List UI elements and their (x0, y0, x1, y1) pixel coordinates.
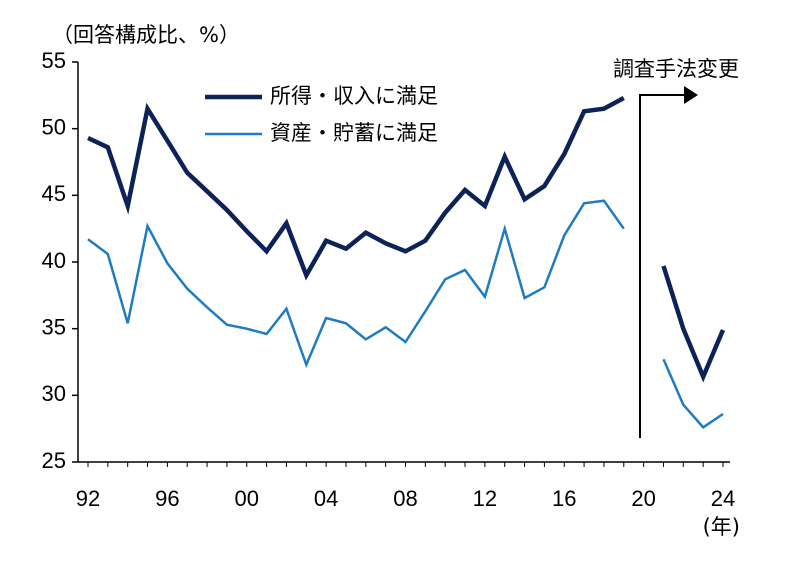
legend-label: 資産・貯蓄に満足 (270, 121, 438, 145)
legend-label: 所得・収入に満足 (270, 84, 438, 108)
x-tick-label: 04 (314, 486, 338, 511)
x-tick-label: 12 (473, 486, 497, 511)
x-tick-label: 92 (76, 486, 100, 511)
y-tick-label: 35 (42, 314, 66, 339)
x-tick-label: 08 (393, 486, 417, 511)
series-line (87, 199, 724, 429)
arrow-head (684, 86, 698, 104)
y-tick-label: 50 (42, 114, 66, 139)
y-tick-label: 30 (42, 381, 66, 406)
x-tick-label: 20 (631, 486, 655, 511)
x-tick-label: 96 (155, 486, 179, 511)
annotation-arrow (639, 94, 686, 438)
y-tick-label: 25 (42, 448, 66, 473)
y-tick-label: 45 (42, 181, 66, 206)
annotation: 調査手法変更 (613, 57, 739, 81)
series-line (87, 96, 726, 383)
x-tick-label: 16 (552, 486, 576, 511)
x-tick-label: 24 (711, 486, 735, 511)
x-tick-label: 00 (235, 486, 259, 511)
x-unit-label: (年) (703, 515, 740, 539)
y-tick-label: 55 (42, 48, 66, 73)
unit-label: （回答構成比、%） (52, 23, 240, 47)
y-tick-label: 40 (42, 248, 66, 273)
